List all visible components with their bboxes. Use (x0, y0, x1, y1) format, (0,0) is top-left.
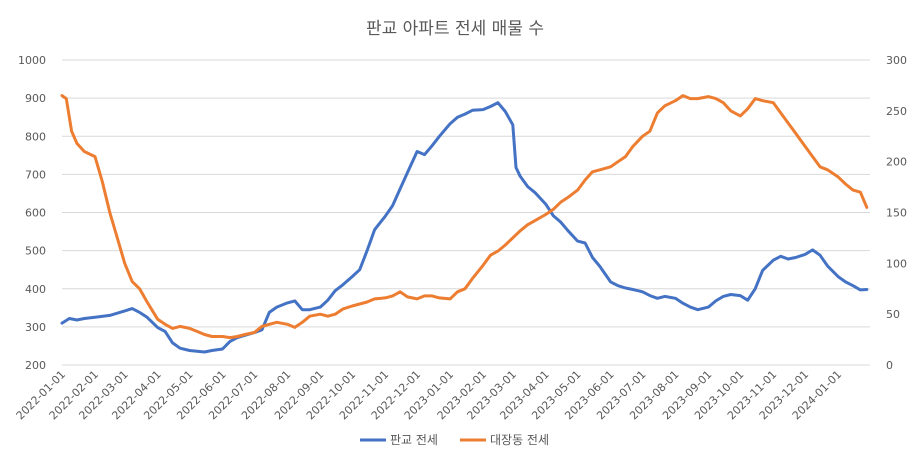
y-right-tick-label: 250 (886, 105, 907, 118)
x-axis: 2022-01-012022-02-012022-03-012022-04-01… (14, 368, 845, 422)
y-right-tick-label: 150 (886, 207, 907, 220)
series-line-1 (60, 101, 869, 354)
y-right-tick-label: 100 (886, 257, 907, 270)
y-right-tick-label: 50 (886, 308, 900, 321)
y-left-tick-label: 900 (25, 92, 46, 105)
series-line-2 (60, 94, 869, 340)
y-axis-left: 200 300 400 500 600 700 800 900 1000 (18, 54, 46, 372)
series-lines (60, 94, 869, 354)
y-axis-right: 0 50 100 150 200 250 300 (886, 54, 907, 372)
y-left-tick-label: 200 (25, 359, 46, 372)
y-right-tick-label: 300 (886, 54, 907, 67)
y-left-tick-label: 800 (25, 130, 46, 143)
gridlines (62, 59, 870, 366)
y-left-tick-label: 400 (25, 283, 46, 296)
y-left-tick-label: 500 (25, 245, 46, 258)
y-left-tick-label: 1000 (18, 54, 46, 67)
legend-label-2: 대장동 전세 (490, 433, 549, 447)
y-left-tick-label: 700 (25, 168, 46, 181)
chart-title: 판교 아파트 전세 매물 수 (366, 19, 544, 39)
legend-label-1: 판교 전세 (390, 433, 438, 447)
y-left-tick-label: 300 (25, 321, 46, 334)
legend: 판교 전세 대장동 전세 (360, 433, 549, 447)
y-right-tick-label: 0 (886, 359, 893, 372)
y-left-tick-label: 600 (25, 207, 46, 220)
y-right-tick-label: 200 (886, 156, 907, 169)
